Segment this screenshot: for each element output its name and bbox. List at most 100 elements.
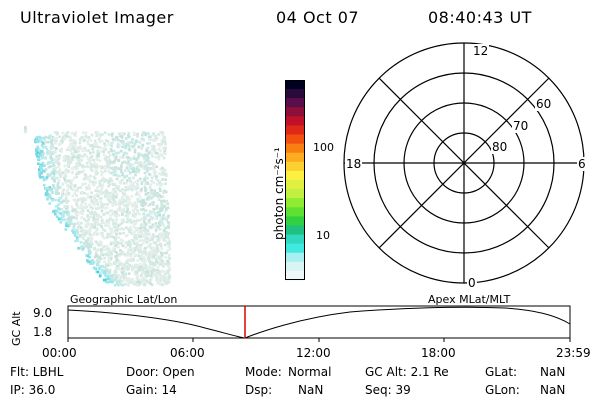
aurora-pixel xyxy=(47,161,50,164)
aurora-pixel xyxy=(149,238,153,241)
date-label: 04 Oct 07 xyxy=(276,8,360,27)
aurora-pixel xyxy=(123,192,127,196)
aurora-pixel xyxy=(128,278,132,282)
aurora-pixel xyxy=(129,249,133,252)
aurora-pixel xyxy=(134,139,138,142)
aurora-pixel xyxy=(140,259,144,263)
aurora-pixel xyxy=(122,275,125,278)
aurora-pixel xyxy=(94,230,97,234)
aurora-pixel xyxy=(93,222,96,226)
aurora-pixel xyxy=(97,145,101,149)
aurora-pixel xyxy=(92,214,96,218)
aurora-pixel xyxy=(82,235,85,239)
aurora-pixel xyxy=(89,162,93,166)
aurora-pixel xyxy=(149,210,152,213)
timeline-x-tick-18: 18:00 xyxy=(421,346,456,360)
aurora-pixel xyxy=(91,199,94,202)
aurora-pixel xyxy=(168,245,171,248)
aurora-pixel xyxy=(107,181,110,184)
aurora-pixel xyxy=(107,253,111,257)
aurora-pixel xyxy=(77,148,80,151)
aurora-pixel xyxy=(121,161,124,165)
aurora-pixel xyxy=(88,137,91,140)
aurora-pixel xyxy=(144,189,147,193)
aurora-pixel xyxy=(140,239,143,242)
aurora-pixel xyxy=(135,245,139,249)
aurora-pixel xyxy=(163,149,167,152)
aurora-pixel xyxy=(156,249,159,252)
aurora-pixel xyxy=(136,179,140,182)
colorbar-segment xyxy=(285,243,305,254)
aurora-pixel xyxy=(159,275,162,278)
aurora-pixel xyxy=(34,147,38,151)
aurora-pixel xyxy=(157,238,161,241)
aurora-pixel xyxy=(143,203,146,207)
aurora-pixel xyxy=(135,266,139,270)
aurora-pixel xyxy=(107,198,110,202)
status-ip: IP: 36.0 xyxy=(10,383,56,397)
aurora-pixel xyxy=(115,177,119,181)
aurora-pixel xyxy=(167,214,170,218)
aurora-pixel xyxy=(60,150,64,153)
aurora-pixel xyxy=(165,251,168,255)
aurora-pixel xyxy=(159,242,162,246)
aurora-pixel xyxy=(113,262,117,266)
aurora-pixel xyxy=(114,276,118,279)
timeline-frame xyxy=(67,305,571,339)
aurora-pixel xyxy=(144,181,148,184)
aurora-pixel xyxy=(142,212,145,216)
aurora-pixel xyxy=(149,282,152,285)
aurora-pixel xyxy=(69,179,72,182)
aurora-pixel xyxy=(126,163,129,166)
aurora-pixel xyxy=(137,156,140,160)
aurora-pixel xyxy=(78,224,81,228)
aurora-pixel xyxy=(96,201,100,205)
aurora-pixel xyxy=(136,227,139,231)
aurora-pixel xyxy=(109,249,113,253)
aurora-pixel xyxy=(39,165,43,168)
aurora-pixel xyxy=(115,219,118,223)
aurora-pixel xyxy=(134,253,137,257)
aurora-pixel xyxy=(62,199,65,202)
aurora-pixel xyxy=(133,271,137,275)
aurora-pixel xyxy=(42,178,46,182)
aurora-pixel xyxy=(127,131,131,135)
aurora-pixel xyxy=(128,166,131,170)
aurora-pixel xyxy=(104,271,108,275)
aurora-pixel xyxy=(60,173,63,177)
aurora-pixel xyxy=(57,217,61,221)
aurora-pixel xyxy=(128,245,132,249)
aurora-pixel xyxy=(154,136,157,140)
aurora-pixel xyxy=(158,187,162,190)
aurora-pixel xyxy=(151,203,155,206)
aurora-pixel xyxy=(133,236,136,239)
colorbar-segment xyxy=(285,225,305,236)
aurora-pixel xyxy=(55,176,59,180)
aurora-pixel xyxy=(82,198,85,202)
aurora-pixel xyxy=(137,231,140,234)
aurora-pixel xyxy=(40,167,43,171)
aurora-pixel xyxy=(132,155,136,158)
aurora-pixel xyxy=(84,239,88,243)
aurora-pixel xyxy=(168,268,172,271)
aurora-pixel xyxy=(83,153,86,156)
aurora-pixel xyxy=(81,149,84,153)
aurora-pixel xyxy=(58,207,62,211)
aurora-pixel xyxy=(57,199,60,202)
aurora-pixel xyxy=(118,261,122,264)
aurora-pixel xyxy=(97,137,101,141)
aurora-pixel xyxy=(132,247,135,250)
aurora-pixel xyxy=(117,283,120,287)
aurora-pixel xyxy=(94,180,97,184)
aurora-pixel xyxy=(101,133,104,136)
aurora-pixel xyxy=(51,176,54,180)
aurora-pixel xyxy=(135,243,139,247)
aurora-pixel xyxy=(108,263,112,266)
aurora-pixel xyxy=(143,186,147,189)
aurora-pixel xyxy=(113,190,117,193)
colorbar-segment xyxy=(285,270,305,281)
aurora-pixel xyxy=(140,137,143,141)
aurora-pixel xyxy=(79,155,82,159)
aurora-pixel xyxy=(103,178,107,181)
aurora-pixel xyxy=(48,186,52,189)
